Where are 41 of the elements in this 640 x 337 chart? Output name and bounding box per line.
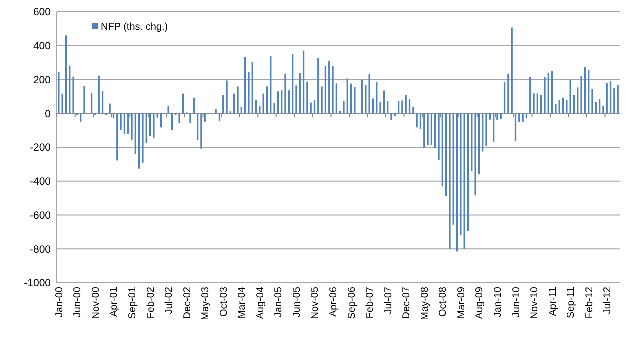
y-tick-label: -600 [30,210,52,222]
y-tick-label: -400 [30,176,52,188]
y-tick-label: 200 [33,74,52,86]
x-tick-label: Apr-11 [548,286,559,316]
x-tick-label: Jan-05 [274,286,285,318]
x-tick-label: Jun-05 [292,286,303,318]
x-tick-label: Aug-09 [474,286,486,320]
x-tick-label: Feb-07 [365,286,376,319]
x-tick-label: Jan-10 [492,286,504,318]
y-tick-label: 600 [33,6,52,19]
y-tick-label: -1000 [24,278,52,290]
x-tick-label: Mar-09 [456,286,468,319]
x-tick-label: Jul-07 [383,286,394,314]
y-tick-label: -800 [30,244,52,256]
x-tick-label: Sep-11 [566,286,578,319]
y-tick-label: -200 [30,142,52,154]
y-tick-label: 400 [33,40,52,53]
x-tick-label: Jul-02 [164,286,176,314]
x-tick-label: Feb-02 [146,286,157,319]
x-tick-label: Sep-06 [346,286,358,320]
x-tick-label: Aug-04 [255,286,266,320]
x-tick-label: Oct-08 [438,286,450,318]
x-tick-label: Feb-12 [584,286,596,319]
x-tick-label: Apr-06 [328,286,340,318]
x-tick-label: Jun-10 [511,286,522,318]
x-tick-label: Mar-04 [237,286,248,319]
x-tick-label: Jan-00 [54,286,66,318]
x-tick-label: Nov-10 [530,286,541,320]
x-tick-label: Dec-07 [402,286,413,320]
x-tick-label: Nov-05 [310,286,322,320]
x-tick-label: Dec-02 [182,286,194,320]
x-tick-label: Nov-00 [90,286,102,320]
x-tick-label: May-08 [420,286,431,320]
x-tick-label: Jul-12 [602,286,614,314]
x-tick-label: Jun-00 [72,286,84,318]
x-tick-label: Oct-03 [218,286,230,318]
x-tick-label: May-03 [200,286,212,320]
legend-label: NFP (ths. chg.) [101,22,168,33]
y-tick-label: 0 [45,108,52,120]
x-tick-label: Apr-01 [109,286,120,318]
x-tick-label: Sep-01 [128,286,139,320]
